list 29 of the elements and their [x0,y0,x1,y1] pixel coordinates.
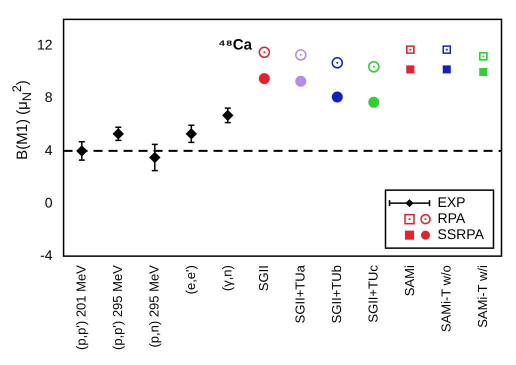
y-tick-label: 0 [44,194,53,210]
legend-label: EXP [438,194,466,210]
legend-label: RPA [438,210,466,226]
x-tick-label: SAMi-T w/i [474,265,490,328]
x-tick-label: (p,p') 295 MeV [110,264,125,350]
point [368,61,380,72]
x-tick-label: SGII+TUb [328,265,344,324]
x-tick-label: SAMi-T w/o [438,265,454,332]
x-tick-label: (e,e') [182,265,198,294]
point [295,76,306,87]
point [258,46,270,58]
legend-label: SSRPA [438,226,485,242]
x-tick-label: (p,n) 295 MeV [146,264,162,348]
x-tick-label: (γ,n) [219,265,234,292]
annotation: ⁴⁸Ca [218,36,253,54]
point [332,57,344,69]
y-tick-label: 8 [44,89,53,106]
point [478,52,488,61]
y-tick-label: 12 [36,36,53,53]
x-tick-label: SGII+TUa [292,264,308,324]
point [406,45,415,54]
x-tick-label: SGII+TUc [365,264,380,323]
x-tick-label: SGII [256,265,271,292]
point [442,45,452,54]
x-tick-label: (p,p') 201 MeV [73,264,88,350]
y-tick-label: -4 [40,247,53,264]
point [295,49,307,61]
y-tick-label: 4 [44,142,53,158]
x-tick-label: SAMi [402,265,417,296]
